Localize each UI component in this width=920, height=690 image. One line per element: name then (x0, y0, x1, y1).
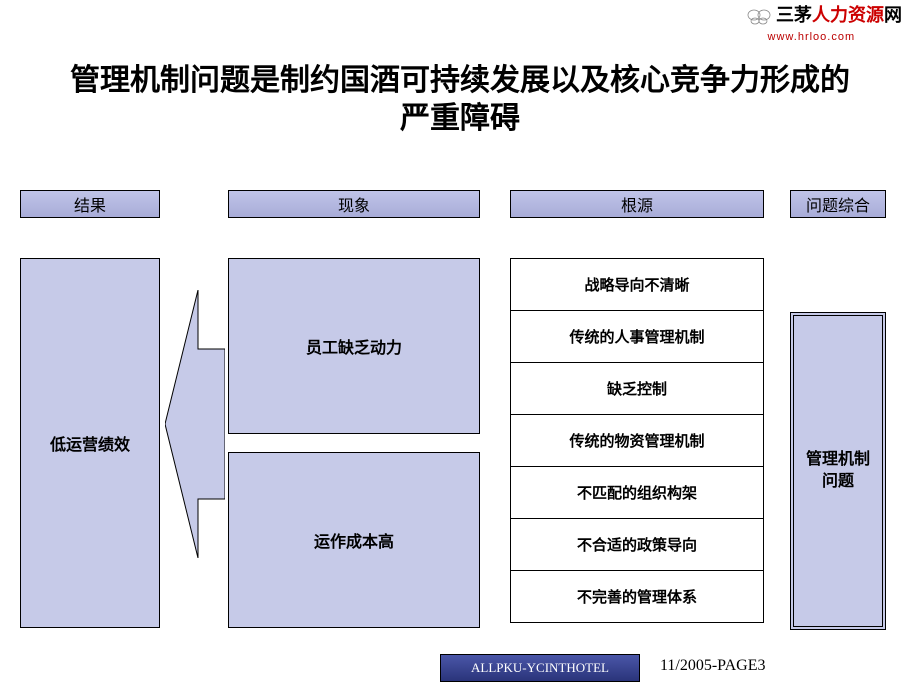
phenom-box: 员工缺乏动力 (228, 258, 480, 434)
header-phenom: 现象 (228, 190, 480, 218)
synth-label: 管理机制问题 (806, 449, 870, 494)
footer-badge: ALLPKU-YCINTHOTEL (440, 654, 640, 682)
root-cell: 不完善的管理体系 (510, 570, 764, 623)
arrow-left-icon (165, 290, 225, 558)
phenom-label: 运作成本高 (314, 528, 394, 552)
root-cell: 不合适的政策导向 (510, 518, 764, 571)
root-cell: 传统的物资管理机制 (510, 414, 764, 467)
root-cell: 缺乏控制 (510, 362, 764, 415)
result-box: 低运营绩效 (20, 258, 160, 628)
watermark-logo: 三茅人力资源网 www.hrloo.com (746, 6, 902, 44)
header-root: 根源 (510, 190, 764, 218)
result-label: 低运营绩效 (50, 431, 130, 455)
phenom-label: 员工缺乏动力 (306, 334, 402, 358)
header-synth: 问题综合 (790, 190, 886, 218)
synth-box: 管理机制问题 (790, 312, 886, 630)
watermark-url: www.hrloo.com (768, 31, 856, 43)
root-cell: 传统的人事管理机制 (510, 310, 764, 363)
watermark-text: 三茅人力资源网 (776, 5, 902, 25)
phenom-box: 运作成本高 (228, 452, 480, 628)
page-title: 管理机制问题是制约国酒可持续发展以及核心竞争力形成的严重障碍 (0, 62, 920, 137)
header-result: 结果 (20, 190, 160, 218)
butterfly-icon (746, 7, 772, 27)
root-cell: 不匹配的组织构架 (510, 466, 764, 519)
footer-page: 11/2005-PAGE3 (660, 657, 766, 675)
root-cell: 战略导向不清晰 (510, 258, 764, 311)
